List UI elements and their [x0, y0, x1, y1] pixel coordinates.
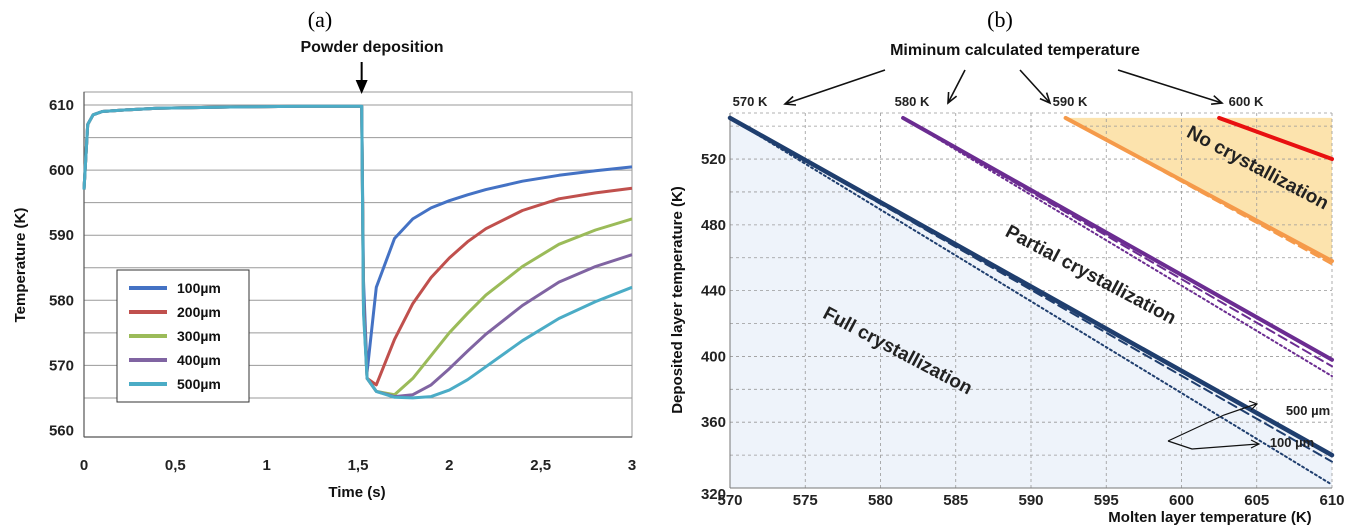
- top-annotation-arrowhead: [1211, 95, 1224, 105]
- chart-a-x-tick-label: 1: [262, 457, 270, 474]
- chart-a-x-tick-label: 0: [80, 457, 88, 474]
- chart-b-series-line: [729, 116, 1333, 463]
- chart-b-x-tick-label: 595: [1094, 492, 1119, 509]
- chart-b-series-line: [901, 115, 1334, 362]
- minimum-temperature-annotation: Miminum calculated temperature: [890, 42, 1140, 59]
- top-annotation-arrowhead: [783, 95, 797, 106]
- top-temperature-label: 600 K: [1229, 94, 1264, 109]
- chart-b-x-tick-label: 590: [1018, 492, 1043, 509]
- chart-b-y-axis-title: Deposited layer temperature (K): [669, 186, 686, 414]
- chart-a-y-tick-label: 590: [49, 227, 74, 244]
- powder-deposition-annotation: Powder deposition: [300, 39, 443, 56]
- chart-a-y-tick-label: 560: [49, 422, 74, 439]
- chart-a-y-tick-label: 570: [49, 357, 74, 374]
- chart-b-series-line: [1064, 116, 1333, 266]
- chart-a-x-tick-label: 1,5: [348, 457, 369, 474]
- chart-b-y-tick-label: 320: [701, 486, 726, 503]
- chart-b-x-tick-label: 575: [793, 492, 818, 509]
- chart-a-y-axis-title: Temperature (K): [12, 208, 29, 323]
- chart-b-y-tick-label: 520: [701, 151, 726, 168]
- top-annotation-arrow: [784, 69, 886, 105]
- chart-b-x-tick-label: 610: [1319, 492, 1344, 509]
- top-annotation-arrowhead: [947, 91, 958, 105]
- legend-label: 100µm: [177, 280, 221, 296]
- thickness-arrow-500: [1167, 403, 1257, 442]
- chart-b-series-line: [902, 116, 1333, 368]
- top-temperature-label: 590 K: [1053, 94, 1088, 109]
- chart-a-x-tick-label: 0,5: [165, 457, 186, 474]
- panel-label-b: (b): [987, 7, 1013, 32]
- chart-b-y-tick-label: 480: [701, 217, 726, 234]
- chart-b-x-tick-label: 600: [1169, 492, 1194, 509]
- chart-b-x-tick-label: 570: [717, 492, 742, 509]
- chart-a-x-tick-label: 3: [628, 457, 636, 474]
- thickness-arrow-100: [1167, 440, 1259, 450]
- chart-a-temperature-vs-time: (a) Powder deposition Temperature (K) Ti…: [12, 7, 636, 501]
- chart-b-series-line: [902, 116, 1333, 378]
- chart-b-y-tick-label: 440: [701, 283, 726, 300]
- chart-b-y-tick-label: 360: [701, 414, 726, 431]
- chart-a-series-line: [82, 104, 633, 400]
- chart-b-crystallization-map: (b) Miminum calculated temperature Depos…: [669, 7, 1345, 526]
- top-annotation-arrow: [947, 69, 966, 104]
- thickness-100-label: 100 µm: [1270, 435, 1314, 450]
- top-temperature-label: 580 K: [895, 94, 930, 109]
- thickness-500-label: 500 µm: [1286, 403, 1330, 418]
- panel-label-a: (a): [308, 7, 332, 32]
- chart-b-x-tick-label: 605: [1244, 492, 1269, 509]
- powder-deposition-arrow-head: [355, 80, 368, 94]
- chart-a-y-tick-label: 610: [49, 97, 74, 114]
- chart-b-series-line: [729, 116, 1333, 486]
- chart-b-y-tick-label: 400: [701, 348, 726, 365]
- legend-label: 500µm: [177, 376, 221, 392]
- top-annotation-arrow: [1019, 69, 1051, 104]
- chart-a-x-tick-label: 2,5: [530, 457, 551, 474]
- top-annotation-arrow: [1117, 69, 1223, 104]
- chart-a-x-axis-title: Time (s): [328, 484, 385, 501]
- top-temperature-label: 570 K: [733, 94, 768, 109]
- top-annotation-arrowhead: [1039, 92, 1052, 105]
- chart-b-x-axis-title: Molten layer temperature (K): [1108, 509, 1311, 526]
- chart-b-x-tick-label: 585: [943, 492, 968, 509]
- chart-a-x-tick-label: 2: [445, 457, 453, 474]
- chart-b-series-line: [1217, 115, 1334, 162]
- thickness-arrowhead-500: [1248, 400, 1259, 411]
- legend-label: 300µm: [177, 328, 221, 344]
- chart-a-y-tick-label: 580: [49, 292, 74, 309]
- chart-a-y-tick-label: 600: [49, 162, 74, 179]
- chart-b-x-tick-label: 580: [868, 492, 893, 509]
- legend-label: 400µm: [177, 352, 221, 368]
- thickness-arrowhead-100: [1250, 439, 1261, 449]
- legend-label: 200µm: [177, 304, 221, 320]
